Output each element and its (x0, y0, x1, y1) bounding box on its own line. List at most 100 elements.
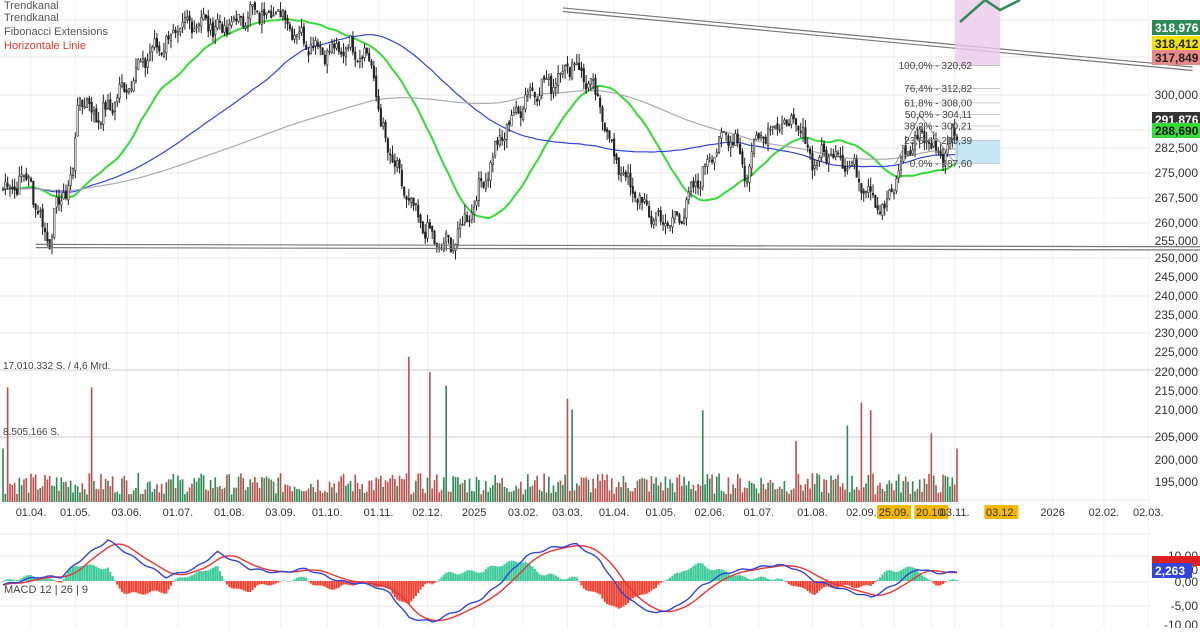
candle-body (512, 112, 515, 116)
volume-bar (701, 410, 704, 502)
candle-body (162, 50, 165, 58)
macd-tick-label-2: 0,00 (1175, 575, 1199, 589)
legend-trendkanal-2[interactable]: Trendkanal (4, 12, 59, 24)
volume-bar (307, 488, 310, 502)
candle-body (701, 166, 704, 187)
macd-histogram-bar (277, 581, 280, 583)
macd-histogram-bar (575, 577, 578, 581)
fib-projection-line (959, 0, 1021, 23)
candle-body (813, 165, 816, 169)
volume-bar (715, 476, 718, 502)
candle-body (608, 130, 611, 139)
candle-body (897, 170, 900, 179)
volume-bar (165, 482, 168, 502)
macd-histogram-bar (204, 571, 207, 581)
macd-label[interactable]: MACD 12 | 26 | 9 (4, 584, 88, 596)
macd-histogram-bar (589, 581, 592, 592)
volume-bar (881, 489, 884, 502)
macd-histogram-bar (284, 580, 287, 582)
macd-histogram-bar (855, 581, 858, 589)
volume-bar (736, 474, 739, 502)
candle-body (909, 150, 912, 156)
candle-body (704, 164, 707, 167)
candle-body (953, 127, 956, 137)
macd-histogram-bar (536, 571, 539, 581)
macd-histogram-bar (897, 571, 900, 581)
volume-bar (524, 489, 527, 502)
volume-bar (293, 486, 296, 502)
macd-histogram-bar (802, 581, 805, 588)
candle-body (288, 24, 291, 30)
candle-body (321, 47, 324, 55)
volume-bar (209, 479, 212, 502)
macd-histogram-bar (137, 581, 140, 594)
macd-histogram-bar (638, 581, 641, 596)
volume-bar (331, 487, 333, 502)
macd-histogram-bar (193, 574, 196, 581)
candle-body (463, 213, 466, 223)
candle-body (857, 178, 861, 183)
legend-horizontale-linie[interactable]: Horizontale Linie (4, 40, 86, 52)
volume-bar (11, 484, 14, 502)
volume-bar (359, 489, 361, 502)
candle-body (32, 180, 35, 205)
macd-histogram-bar (953, 579, 956, 581)
macd-histogram-bar (666, 579, 669, 581)
macd-histogram-bar (76, 566, 79, 581)
volume-bar (44, 474, 46, 502)
macd-histogram-bar (419, 581, 422, 590)
volume-bar (757, 493, 760, 502)
candle-body (771, 125, 774, 128)
volume-bars (2, 356, 958, 502)
macd-histogram-bar (920, 575, 924, 581)
volume-bar (795, 440, 797, 502)
volume-bar (790, 489, 793, 502)
candle-body (850, 162, 854, 166)
candle-body (767, 127, 770, 146)
candle-body (1, 188, 5, 191)
candle-body (930, 143, 933, 149)
macd-histogram-bar (165, 581, 168, 594)
volume-bar (872, 473, 874, 502)
macd-histogram-bar (815, 581, 819, 594)
volume-bar (37, 489, 39, 502)
volume-bar (930, 433, 933, 502)
volume-bar (230, 494, 233, 502)
volume-bar (858, 490, 860, 502)
candle-body (118, 84, 121, 99)
macd-histogram-bar (97, 568, 100, 581)
volume-bar (51, 485, 53, 502)
volume-bar (928, 473, 930, 502)
macd-histogram-bar (314, 581, 317, 586)
macd-histogram-bar (746, 578, 749, 581)
macd-histogram-bar (850, 581, 854, 588)
legend-fibonacci-extensions[interactable]: Fibonacci Extensions (4, 26, 108, 38)
macd-histogram-bar (88, 564, 91, 581)
x-tick-label-18: 25.09. (879, 507, 910, 519)
candle-body (340, 51, 343, 55)
volume-bar (436, 474, 438, 502)
volume-bar (760, 477, 762, 502)
macd-histogram-bar (778, 578, 781, 581)
volume-bar (233, 487, 235, 502)
candle-body (809, 148, 812, 154)
candle-body (657, 210, 660, 213)
candle-body (368, 52, 371, 62)
volume-bar (109, 485, 112, 502)
volume-bar (212, 488, 214, 502)
candle-body (778, 129, 781, 131)
candle-body (419, 214, 422, 223)
candle-body (720, 132, 723, 139)
volume-bar (739, 478, 741, 502)
legend-trendkanal-1[interactable]: Trendkanal (4, 0, 59, 12)
candle-body (550, 75, 553, 94)
volume-bar (172, 474, 175, 502)
macd-histogram-bar (167, 581, 170, 590)
macd-histogram-bar (827, 581, 830, 587)
macd-histogram-bar (918, 572, 921, 581)
candle-body (99, 122, 103, 125)
volume-bar (249, 479, 252, 502)
volume-bar (848, 492, 851, 502)
macd-histogram-bar (13, 579, 16, 581)
price-tick-label-15: 210,000 (1155, 403, 1199, 417)
